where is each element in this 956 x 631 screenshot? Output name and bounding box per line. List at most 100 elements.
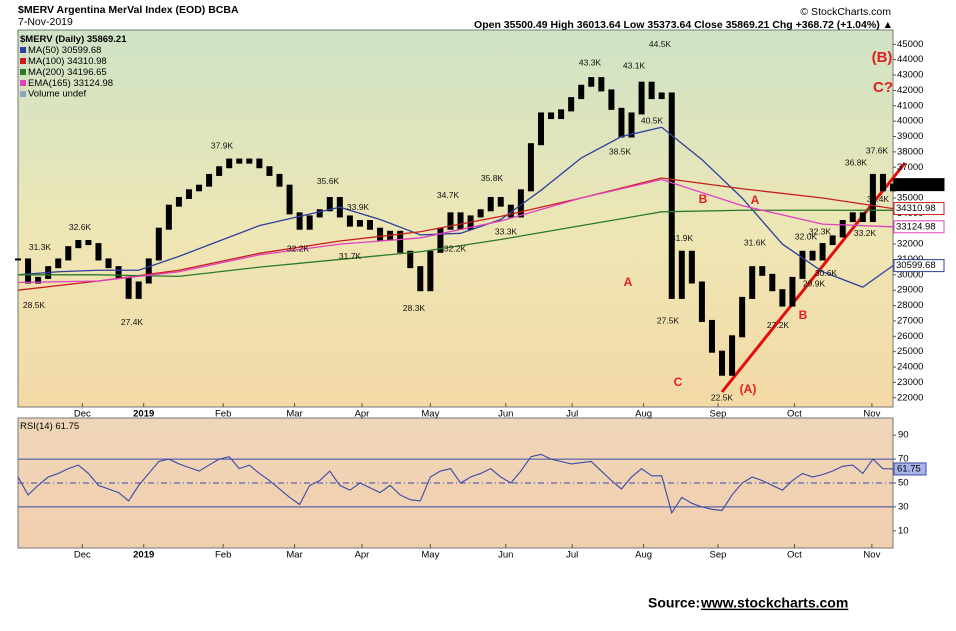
price-label: 28.5K: [23, 300, 46, 310]
candle: [75, 240, 82, 249]
candle: [708, 319, 715, 353]
wave-label: C?: [873, 79, 893, 96]
x-tick-label: Aug: [635, 409, 652, 420]
candle: [890, 183, 896, 192]
legend-value: 34310.98: [67, 56, 107, 67]
y-tick-label: 50: [898, 478, 909, 489]
price-panel: [17, 29, 894, 408]
price-label: 30.6K: [815, 268, 838, 278]
candle: [759, 266, 766, 276]
x-tick-label: Feb: [215, 409, 231, 420]
y-tick-label: 30000: [897, 269, 923, 280]
y-tick-label: 40000: [897, 116, 923, 127]
candle: [618, 107, 625, 138]
source-label: Source:: [648, 595, 700, 611]
candle: [517, 189, 524, 218]
price-label: 40.5K: [641, 116, 664, 126]
last-value-box: [893, 259, 945, 273]
legend-value: 30599.68: [62, 45, 102, 56]
price-label: 35.8K: [481, 173, 504, 183]
candle: [427, 250, 434, 292]
candle: [719, 350, 726, 376]
candle: [879, 173, 886, 192]
price-label: 32.3K: [809, 227, 832, 237]
legend-value: 61.75: [55, 421, 79, 432]
legend-entry: $MERV (Daily) 35869.21: [20, 34, 127, 45]
candle: [145, 258, 152, 284]
price-label: 33.3K: [495, 226, 518, 236]
candle: [568, 97, 575, 112]
y-tick-label: 35000: [897, 192, 923, 203]
price-label: 36.8K: [845, 158, 868, 168]
candle: [125, 276, 132, 299]
x-tick-label: Jul: [566, 550, 578, 561]
legend-name: RSI(14): [20, 421, 53, 432]
candle: [175, 196, 182, 207]
price-label: 22.5K: [711, 392, 734, 402]
moving-average: [17, 177, 894, 291]
y-tick-label: 23000: [897, 377, 923, 388]
legend-swatch: [20, 58, 26, 64]
candle: [286, 184, 293, 215]
date: 7-Nov-2019: [18, 16, 73, 28]
rsi-line: [17, 453, 894, 515]
candle: [276, 173, 283, 187]
legend-name: $MERV (Daily): [20, 34, 84, 45]
price-label: 33.2K: [854, 228, 877, 238]
legend-value: 34196.65: [67, 67, 107, 78]
source-link[interactable]: www.stockcharts.com: [700, 595, 848, 611]
candle: [739, 296, 746, 338]
candle: [216, 166, 223, 176]
last-value-box: [893, 462, 927, 476]
price-label: 33.9K: [347, 202, 370, 212]
candle: [537, 112, 544, 146]
candle: [55, 258, 62, 269]
candle: [769, 273, 776, 292]
x-tick-label: Apr: [355, 409, 370, 420]
wave-label: A: [751, 193, 760, 207]
x-tick-label: 2019: [133, 409, 154, 420]
candle: [829, 235, 836, 246]
y-tick-label: 38000: [897, 146, 923, 157]
price-label: 31.7K: [339, 251, 362, 261]
y-tick-label: 39000: [897, 131, 923, 142]
candle: [819, 243, 826, 261]
candle: [588, 77, 595, 87]
candle: [135, 281, 142, 299]
candle: [678, 250, 685, 299]
last-value-box: [893, 202, 945, 216]
candle: [165, 204, 172, 230]
x-tick-label: May: [421, 550, 439, 561]
candle: [578, 84, 585, 100]
price-label: 35.6K: [317, 176, 340, 186]
legend-name: EMA(165): [28, 78, 71, 89]
legend-entry: MA(200) 34196.65: [28, 67, 107, 78]
price-label: 31.6K: [744, 237, 767, 247]
y-tick-label: 42000: [897, 85, 923, 96]
legend-entry: MA(50) 30599.68: [28, 45, 101, 56]
wave-label: C: [674, 375, 683, 389]
y-tick-label: 37000: [897, 162, 923, 173]
wave-label: B: [799, 308, 808, 322]
moving-average: [17, 178, 894, 284]
moving-average: [17, 126, 894, 288]
x-tick-label: Jun: [498, 550, 513, 561]
wave-label: B: [699, 192, 708, 206]
candle: [648, 81, 655, 100]
y-tick-label: 29000: [897, 285, 923, 296]
candle: [397, 230, 404, 253]
price-label: 32.0K: [795, 231, 818, 241]
price-label: 27.2K: [767, 320, 790, 330]
x-tick-label: Oct: [787, 550, 802, 561]
price-label: 32.2K: [287, 243, 310, 253]
legend-name: MA(100): [28, 56, 64, 67]
candle: [367, 220, 374, 230]
candle: [115, 266, 122, 279]
x-tick-label: Sep: [710, 550, 727, 561]
candle: [437, 227, 444, 253]
candle: [749, 266, 756, 299]
candle: [789, 276, 796, 307]
price-label: 28.3K: [403, 303, 426, 313]
price-label: 31.9K: [671, 233, 694, 243]
